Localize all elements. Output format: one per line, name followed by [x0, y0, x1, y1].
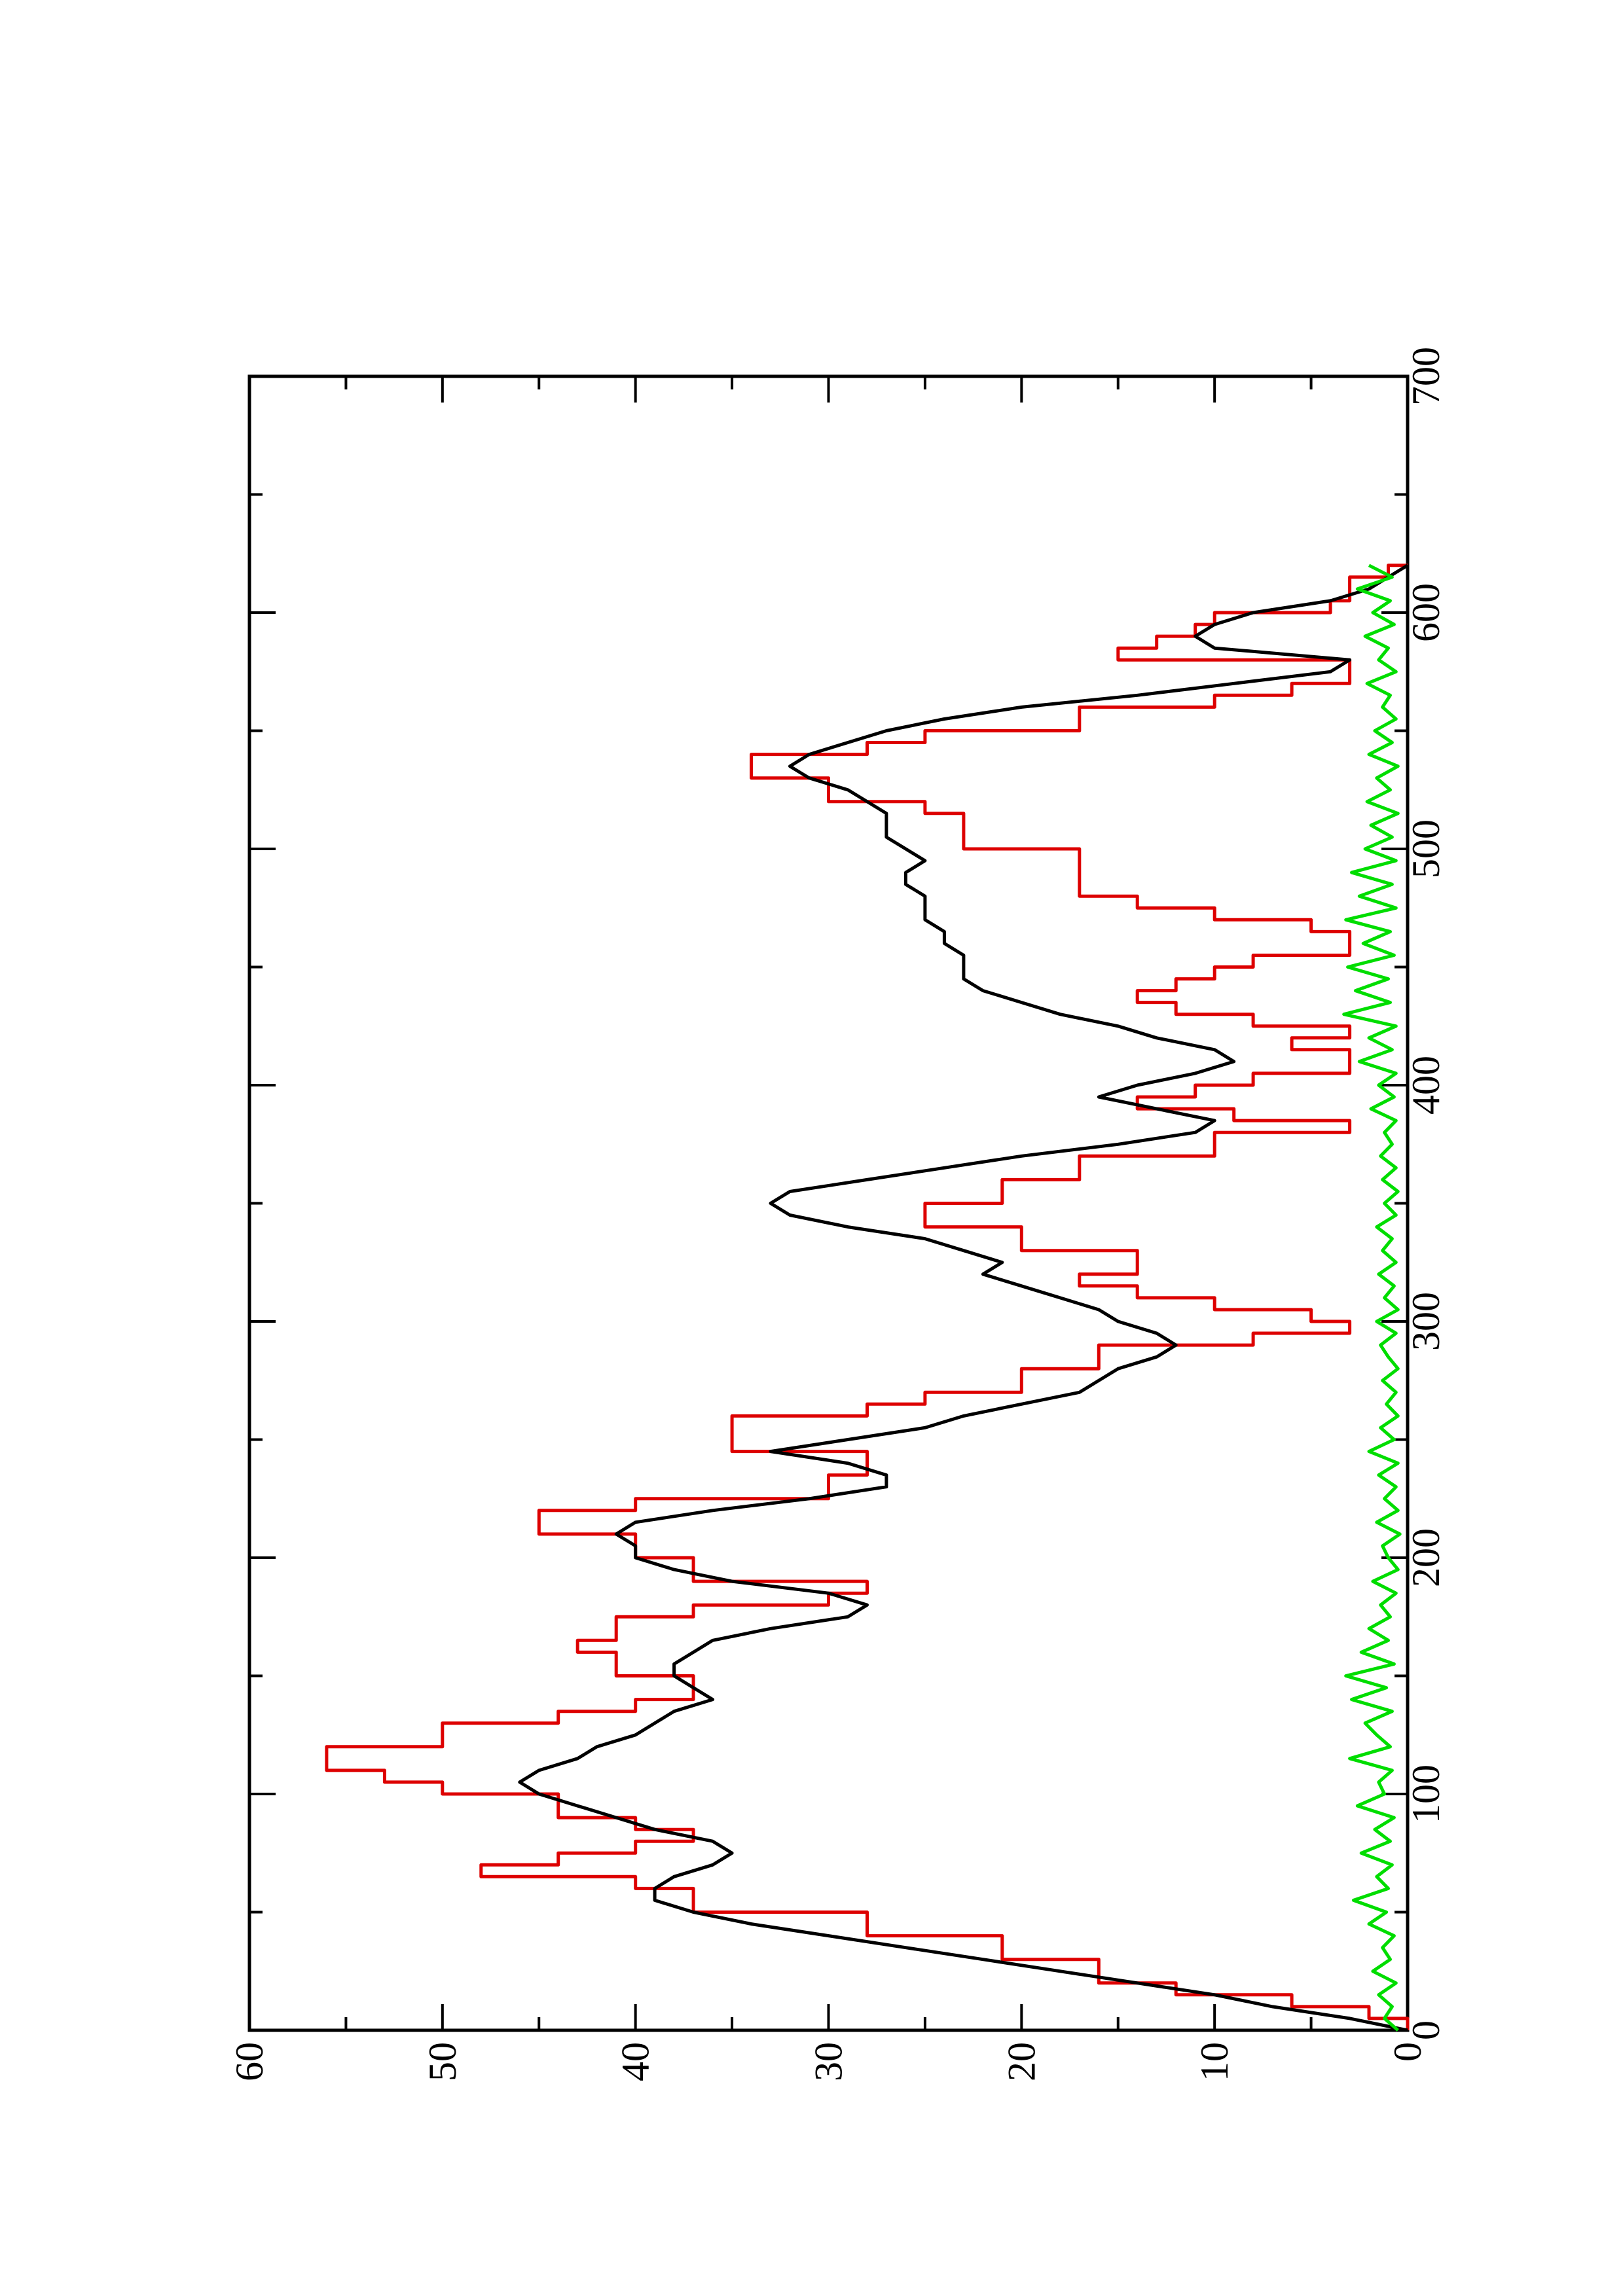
x-tick-label: 300 — [1404, 1292, 1448, 1351]
series-0-line — [325, 564, 1410, 2030]
series-1-line — [518, 564, 1409, 2032]
y-tick-label: 60 — [228, 2042, 271, 2081]
x-tick-label: 0 — [1404, 2020, 1448, 2040]
y-tick-label: 50 — [421, 2042, 464, 2081]
y-tick-label: 40 — [614, 2042, 657, 2081]
x-tick-label: 400 — [1404, 1056, 1448, 1115]
y-tick-label: 20 — [1000, 2042, 1043, 2081]
axis-ticks — [248, 375, 1409, 2032]
series-2-line — [1342, 564, 1402, 2032]
axis-tick-labels: 0 100 200 300 400 500 600 700 0 10 20 30 40 50 60 — [228, 347, 1448, 2081]
x-tick-label: 500 — [1404, 819, 1448, 878]
x-tick-label: 600 — [1404, 583, 1448, 642]
x-tick-label: 100 — [1404, 1765, 1448, 1823]
series-layer — [325, 564, 1410, 2032]
y-tick-label: 0 — [1386, 2042, 1429, 2062]
y-tick-label: 10 — [1193, 2042, 1236, 2081]
x-tick-label: 200 — [1404, 1528, 1448, 1587]
x-tick-label: 700 — [1404, 347, 1448, 406]
y-tick-label: 30 — [807, 2042, 850, 2081]
